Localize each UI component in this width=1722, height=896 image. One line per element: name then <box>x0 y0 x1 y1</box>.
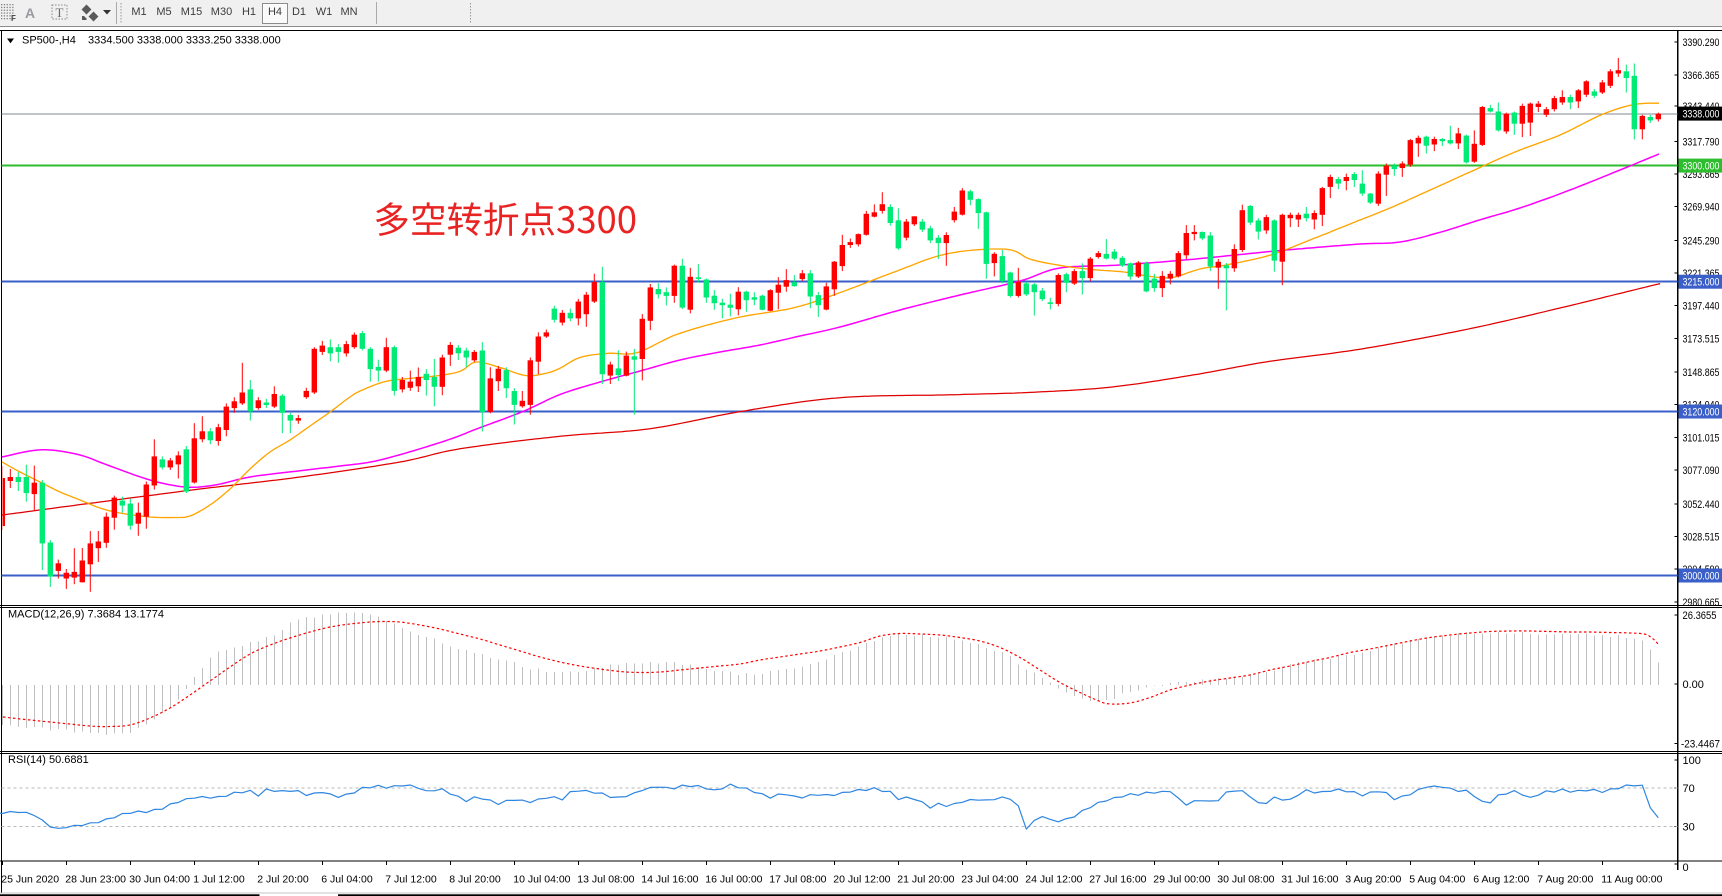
svg-text:-23.4467: -23.4467 <box>1681 739 1720 751</box>
svg-text:3245.290: 3245.290 <box>1683 235 1720 247</box>
svg-text:21 Jul 20:00: 21 Jul 20:00 <box>897 873 954 885</box>
svg-text:13 Jul 08:00: 13 Jul 08:00 <box>577 873 634 885</box>
svg-text:3269.940: 3269.940 <box>1683 202 1720 214</box>
svg-text:30: 30 <box>1683 821 1695 833</box>
svg-text:A: A <box>25 5 35 21</box>
svg-text:25 Jun 2020: 25 Jun 2020 <box>1 873 59 885</box>
svg-text:5 Aug 04:00: 5 Aug 04:00 <box>1409 873 1465 885</box>
svg-text:T: T <box>56 5 64 20</box>
svg-text:3148.865: 3148.865 <box>1683 367 1720 379</box>
svg-text:3028.515: 3028.515 <box>1683 532 1720 544</box>
svg-text:3101.015: 3101.015 <box>1683 432 1720 444</box>
svg-text:20 Jul 12:00: 20 Jul 12:00 <box>833 873 890 885</box>
svg-text:7 Jul 12:00: 7 Jul 12:00 <box>385 873 437 885</box>
svg-text:30 Jun 04:00: 30 Jun 04:00 <box>129 873 190 885</box>
svg-text:3000.000: 3000.000 <box>1683 571 1720 583</box>
svg-text:1 Jul 12:00: 1 Jul 12:00 <box>193 873 245 885</box>
svg-text:3334.500 3338.000 3333.250 333: 3334.500 3338.000 3333.250 3338.000 <box>88 35 281 47</box>
svg-text:100: 100 <box>1683 755 1701 767</box>
svg-text:3215.000: 3215.000 <box>1683 277 1720 289</box>
svg-text:F: F <box>11 14 16 23</box>
svg-text:16 Jul 00:00: 16 Jul 00:00 <box>705 873 762 885</box>
svg-text:3390.290: 3390.290 <box>1683 37 1720 49</box>
svg-text:3120.000: 3120.000 <box>1683 407 1720 419</box>
svg-text:6 Aug 12:00: 6 Aug 12:00 <box>1473 873 1529 885</box>
svg-text:3077.090: 3077.090 <box>1683 465 1720 477</box>
svg-text:17 Jul 08:00: 17 Jul 08:00 <box>769 873 826 885</box>
svg-text:30 Jul 08:00: 30 Jul 08:00 <box>1217 873 1274 885</box>
svg-text:10 Jul 04:00: 10 Jul 04:00 <box>513 873 570 885</box>
svg-text:29 Jul 00:00: 29 Jul 00:00 <box>1153 873 1210 885</box>
svg-text:SP500-,H4: SP500-,H4 <box>22 35 76 47</box>
svg-text:26.3655: 26.3655 <box>1683 610 1717 622</box>
svg-text:3366.365: 3366.365 <box>1683 70 1720 82</box>
svg-text:0: 0 <box>1683 862 1689 874</box>
svg-text:31 Jul 16:00: 31 Jul 16:00 <box>1281 873 1338 885</box>
svg-text:27 Jul 16:00: 27 Jul 16:00 <box>1089 873 1146 885</box>
svg-text:3173.515: 3173.515 <box>1683 333 1720 345</box>
svg-text:0.00: 0.00 <box>1683 679 1704 691</box>
svg-text:70: 70 <box>1683 783 1695 795</box>
svg-text:3197.440: 3197.440 <box>1683 301 1720 313</box>
svg-text:3300.000: 3300.000 <box>1683 161 1720 173</box>
svg-text:8 Jul 20:00: 8 Jul 20:00 <box>449 873 501 885</box>
svg-text:28 Jun 23:00: 28 Jun 23:00 <box>65 873 126 885</box>
svg-text:23 Jul 04:00: 23 Jul 04:00 <box>961 873 1018 885</box>
svg-text:7 Aug 20:00: 7 Aug 20:00 <box>1537 873 1593 885</box>
svg-text:2980.665: 2980.665 <box>1683 597 1720 609</box>
svg-text:2 Jul 20:00: 2 Jul 20:00 <box>257 873 309 885</box>
svg-text:11 Aug 00:00: 11 Aug 00:00 <box>1601 873 1662 885</box>
svg-text:MACD(12,26,9) 7.3684 13.1774: MACD(12,26,9) 7.3684 13.1774 <box>8 609 164 621</box>
svg-text:3317.790: 3317.790 <box>1683 136 1720 148</box>
svg-text:14 Jul 16:00: 14 Jul 16:00 <box>641 873 698 885</box>
svg-text:3338.000: 3338.000 <box>1683 109 1720 121</box>
svg-text:6 Jul 04:00: 6 Jul 04:00 <box>321 873 373 885</box>
svg-text:3 Aug 20:00: 3 Aug 20:00 <box>1345 873 1401 885</box>
svg-text:24 Jul 12:00: 24 Jul 12:00 <box>1025 873 1082 885</box>
svg-text:RSI(14) 50.6881: RSI(14) 50.6881 <box>8 754 89 766</box>
svg-text:3052.440: 3052.440 <box>1683 499 1720 511</box>
